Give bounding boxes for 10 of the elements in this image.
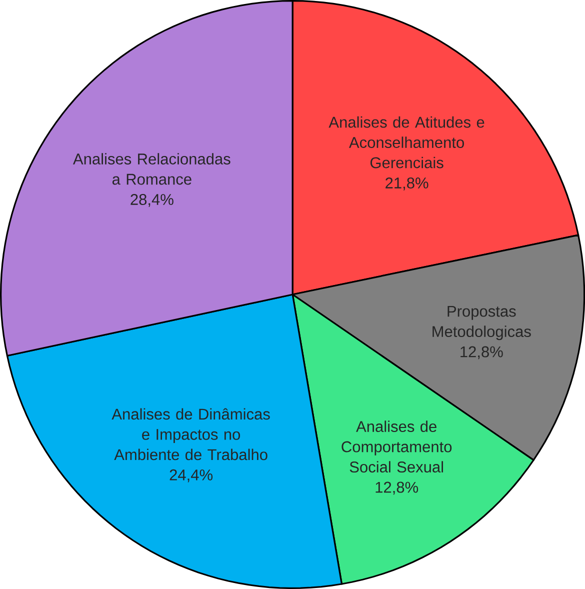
data-label: 21,8% — [386, 177, 428, 190]
data-label: 24,4% — [170, 469, 212, 482]
slice-label: Analises Relacionadas a Romance — [72, 153, 230, 185]
data-label: 12,8% — [460, 346, 503, 360]
slice-label: Propostas Metodologicas — [432, 306, 531, 340]
data-label: 12,8% — [376, 482, 418, 495]
data-label: 28,4% — [130, 194, 174, 207]
slice-label: Analises de Dinâmicas e Impactos no Ambiente de Trabalho — [112, 408, 270, 460]
slice-label: Analises de Atitudes e Aconselhamento Gerenciais — [328, 116, 484, 168]
slice-label: Analises de Comportamento Social Sexual — [342, 420, 452, 473]
